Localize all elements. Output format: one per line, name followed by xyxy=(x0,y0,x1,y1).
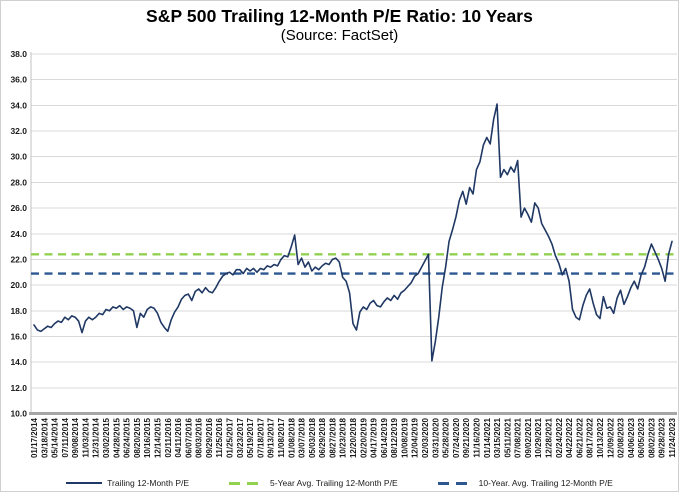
x-tick-label: 08/02/2023 xyxy=(647,417,656,458)
legend-label: 10-Year. Avg. Trailing 12-Month P/E xyxy=(478,478,613,488)
y-tick-label: 30.0 xyxy=(10,152,27,162)
x-tick-label: 05/11/2021 xyxy=(503,417,512,457)
legend-label: Trailing 12-Month P/E xyxy=(107,478,190,488)
x-tick-label: 10/13/2022 xyxy=(596,417,605,458)
legend: Trailing 12-Month P/E 5-Year Avg. Traili… xyxy=(1,478,678,488)
x-tick-label: 05/03/2018 xyxy=(308,417,317,458)
x-tick-label: 05/14/2014 xyxy=(51,417,60,458)
y-tick-label: 12.0 xyxy=(10,383,27,393)
x-tick-label: 06/07/2016 xyxy=(184,417,193,458)
x-tick-label: 01/14/2021 xyxy=(483,417,492,458)
x-tick-label: 09/08/2014 xyxy=(71,417,80,458)
y-tick-label: 26.0 xyxy=(10,203,27,213)
y-tick-label: 20.0 xyxy=(10,280,27,290)
x-tick-label: 07/11/2014 xyxy=(61,417,70,457)
x-tick-label: 08/27/2018 xyxy=(328,417,337,458)
x-tick-label: 06/05/2023 xyxy=(637,417,646,458)
gridlines xyxy=(31,53,677,414)
x-tick-label: 12/04/2019 xyxy=(411,417,420,458)
x-tick-label: 05/19/2017 xyxy=(246,417,255,458)
y-tick-label: 38.0 xyxy=(10,49,27,59)
x-tick-label: 03/23/2017 xyxy=(236,417,245,458)
x-tick-label: 10/08/2019 xyxy=(400,417,409,458)
x-tick-label: 02/20/2019 xyxy=(359,417,368,458)
x-tick-label: 01/08/2018 xyxy=(287,417,296,458)
y-tick-label: 22.0 xyxy=(10,254,27,264)
x-tick-label: 10/29/2021 xyxy=(534,417,543,458)
y-axis-labels: 10.0 12.0 14.0 16.0 18.0 20.0 22.0 24.0 26.0 28.0… xyxy=(10,49,27,419)
x-tick-label: 09/13/2017 xyxy=(267,417,276,458)
x-tick-label: 04/06/2023 xyxy=(627,417,636,458)
x-tick-label: 06/24/2015 xyxy=(123,417,132,458)
x-tick-label: 06/29/2018 xyxy=(318,417,327,458)
x-tick-label: 12/14/2015 xyxy=(153,417,162,458)
x-tick-label: 12/28/2021 xyxy=(545,417,554,458)
legend-line-solid-navy-icon xyxy=(66,481,103,485)
y-tick-label: 18.0 xyxy=(10,306,27,316)
x-tick-label: 08/03/2016 xyxy=(195,417,204,458)
x-tick-label: 11/03/2014 xyxy=(81,417,90,457)
x-tick-label: 09/28/2023 xyxy=(658,417,667,458)
x-tick-label: 02/03/2020 xyxy=(421,417,430,458)
x-tick-label: 07/18/2017 xyxy=(256,417,265,458)
x-tick-label: 07/24/2020 xyxy=(452,417,461,458)
x-tick-label: 01/25/2017 xyxy=(226,417,235,458)
x-tick-label: 02/24/2022 xyxy=(555,417,564,458)
chart-title: S&P 500 Trailing 12-Month P/E Ratio: 10 … xyxy=(145,6,534,26)
x-tick-label: 06/14/2019 xyxy=(380,417,389,458)
x-tick-label: 08/20/2015 xyxy=(133,417,142,458)
x-tick-label: 09/02/2021 xyxy=(524,417,533,458)
x-tick-label: 08/12/2019 xyxy=(390,417,399,458)
y-tick-label: 14.0 xyxy=(10,357,27,367)
x-tick-label: 10/23/2018 xyxy=(339,417,348,458)
x-tick-label: 09/29/2016 xyxy=(205,417,214,458)
x-tick-label: 02/08/2023 xyxy=(617,417,626,458)
legend-line-dashed-green-icon xyxy=(229,481,266,485)
y-tick-label: 24.0 xyxy=(10,229,27,239)
x-tick-label: 02/11/2016 xyxy=(164,417,173,457)
x-tick-label: 04/11/2016 xyxy=(174,417,183,457)
x-tick-label: 03/18/2014 xyxy=(40,417,49,458)
y-tick-label: 16.0 xyxy=(10,331,27,341)
legend-item-trailing-pe: Trailing 12-Month P/E xyxy=(66,478,189,488)
trailing-pe-line xyxy=(33,103,673,362)
x-tick-label: 03/02/2015 xyxy=(102,417,111,458)
x-tick-label: 01/17/2014 xyxy=(30,417,39,458)
y-tick-label: 28.0 xyxy=(10,177,27,187)
x-tick-label: 11/24/2023 xyxy=(668,417,677,457)
x-axis-labels: 01/17/2014 03/18/2014 05/14/2014 07/11/2014… xyxy=(30,417,677,458)
y-tick-label: 34.0 xyxy=(10,100,27,110)
legend-line-dashed-blue-icon xyxy=(437,481,474,485)
chart-subtitle: (Source: FactSet) xyxy=(280,27,399,44)
x-tick-label: 03/31/2020 xyxy=(431,417,440,458)
x-tick-label: 04/22/2022 xyxy=(565,417,574,458)
x-tick-label: 12/20/2018 xyxy=(349,417,358,458)
x-tick-label: 11/25/2016 xyxy=(215,417,224,457)
legend-item-5yr-avg: 5-Year Avg. Trailing 12-Month P/E xyxy=(229,478,398,488)
x-tick-label: 03/15/2021 xyxy=(493,417,502,458)
x-tick-label: 09/21/2020 xyxy=(462,417,471,458)
x-tick-label: 04/28/2015 xyxy=(112,417,121,458)
y-tick-label: 36.0 xyxy=(10,75,27,85)
x-tick-label: 10/16/2015 xyxy=(143,417,152,458)
x-tick-label: 11/08/2017 xyxy=(277,417,286,457)
x-tick-label: 12/31/2014 xyxy=(92,417,101,458)
x-tick-label: 05/28/2020 xyxy=(442,417,451,458)
x-tick-label: 11/16/2020 xyxy=(472,417,481,457)
y-tick-label: 32.0 xyxy=(10,126,27,136)
y-tick-label: 10.0 xyxy=(10,409,27,419)
x-tick-label: 03/07/2018 xyxy=(298,417,307,458)
legend-label: 5-Year Avg. Trailing 12-Month P/E xyxy=(270,478,398,488)
x-tick-label: 06/21/2022 xyxy=(575,417,584,458)
x-tick-label: 12/09/2022 xyxy=(606,417,615,458)
x-tick-label: 07/08/2021 xyxy=(514,417,523,458)
x-tick-label: 04/17/2019 xyxy=(370,417,379,458)
x-tick-label: 08/17/2022 xyxy=(586,417,595,458)
legend-item-10yr-avg: 10-Year. Avg. Trailing 12-Month P/E xyxy=(437,478,613,488)
